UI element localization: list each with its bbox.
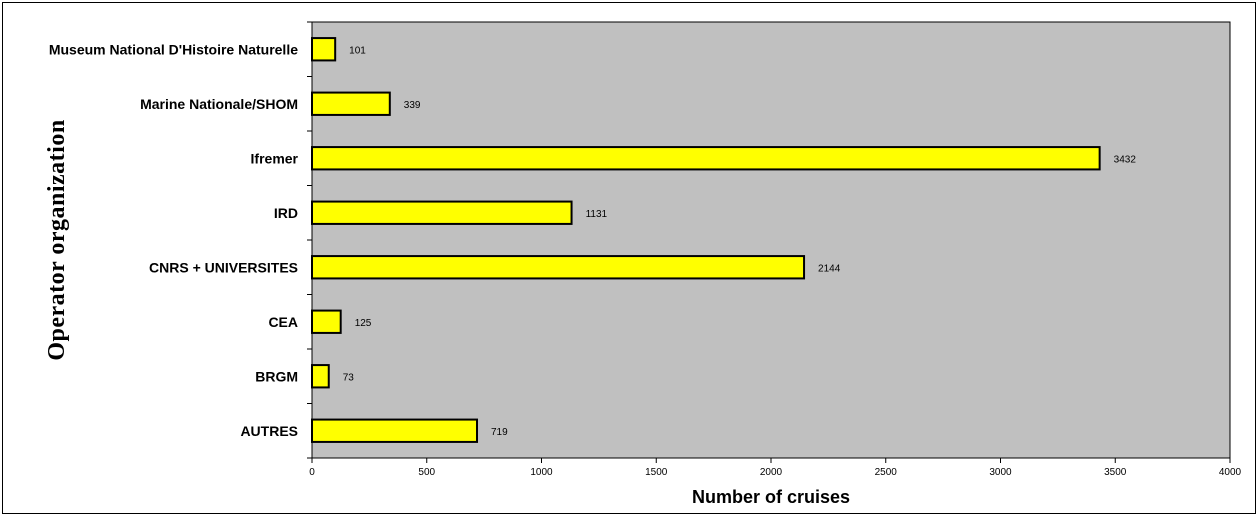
- data-label: 719: [491, 427, 508, 438]
- category-label: Marine Nationale/SHOM: [140, 96, 298, 112]
- x-tick-label: 1500: [645, 467, 668, 478]
- bar: [311, 255, 806, 280]
- category-label: CEA: [268, 314, 298, 330]
- category-label: AUTRES: [240, 423, 298, 439]
- x-tick-label: 3000: [989, 467, 1012, 478]
- category-label: BRGM: [255, 368, 298, 384]
- x-tick-label: 0: [309, 467, 315, 478]
- plot-area: [311, 21, 1231, 459]
- category-label: Museum National D'Histoire Naturelle: [49, 41, 298, 57]
- x-tick-label: 1000: [530, 467, 553, 478]
- category-label: CNRS + UNIVERSITES: [149, 259, 298, 275]
- category-label: Ifremer: [251, 150, 299, 166]
- value-labels: 101 339 3432 1131 2144 125 73 719: [343, 45, 1137, 438]
- x-axis-title: Number of cruises: [692, 487, 850, 507]
- data-label: 125: [355, 318, 372, 329]
- data-label: 1131: [586, 209, 608, 220]
- data-label: 339: [404, 100, 421, 111]
- bar: [311, 364, 330, 389]
- data-label: 2144: [818, 263, 841, 274]
- x-tick-label: 2000: [760, 467, 783, 478]
- data-label: 3432: [1114, 154, 1137, 165]
- y-axis: [307, 21, 312, 459]
- data-label: 73: [343, 372, 355, 383]
- bars-group: [311, 37, 1101, 443]
- category-label: IRD: [274, 205, 298, 221]
- data-label: 101: [349, 45, 366, 56]
- x-tick-label: 2500: [875, 467, 898, 478]
- x-axis: 0 500 1000 1500 2000 2500 3000 3500 4000: [309, 458, 1242, 478]
- category-labels: Museum National D'Histoire Naturelle Mari…: [49, 41, 299, 439]
- bar: [311, 146, 1101, 171]
- bar: [311, 200, 573, 225]
- bar: [311, 37, 337, 62]
- bar: [311, 91, 391, 116]
- y-axis-title: Operator organization: [44, 119, 70, 360]
- bar: [311, 309, 342, 334]
- x-tick-label: 4000: [1219, 467, 1242, 478]
- x-tick-label: 500: [418, 467, 435, 478]
- x-tick-label: 3500: [1104, 467, 1127, 478]
- bar: [311, 418, 479, 443]
